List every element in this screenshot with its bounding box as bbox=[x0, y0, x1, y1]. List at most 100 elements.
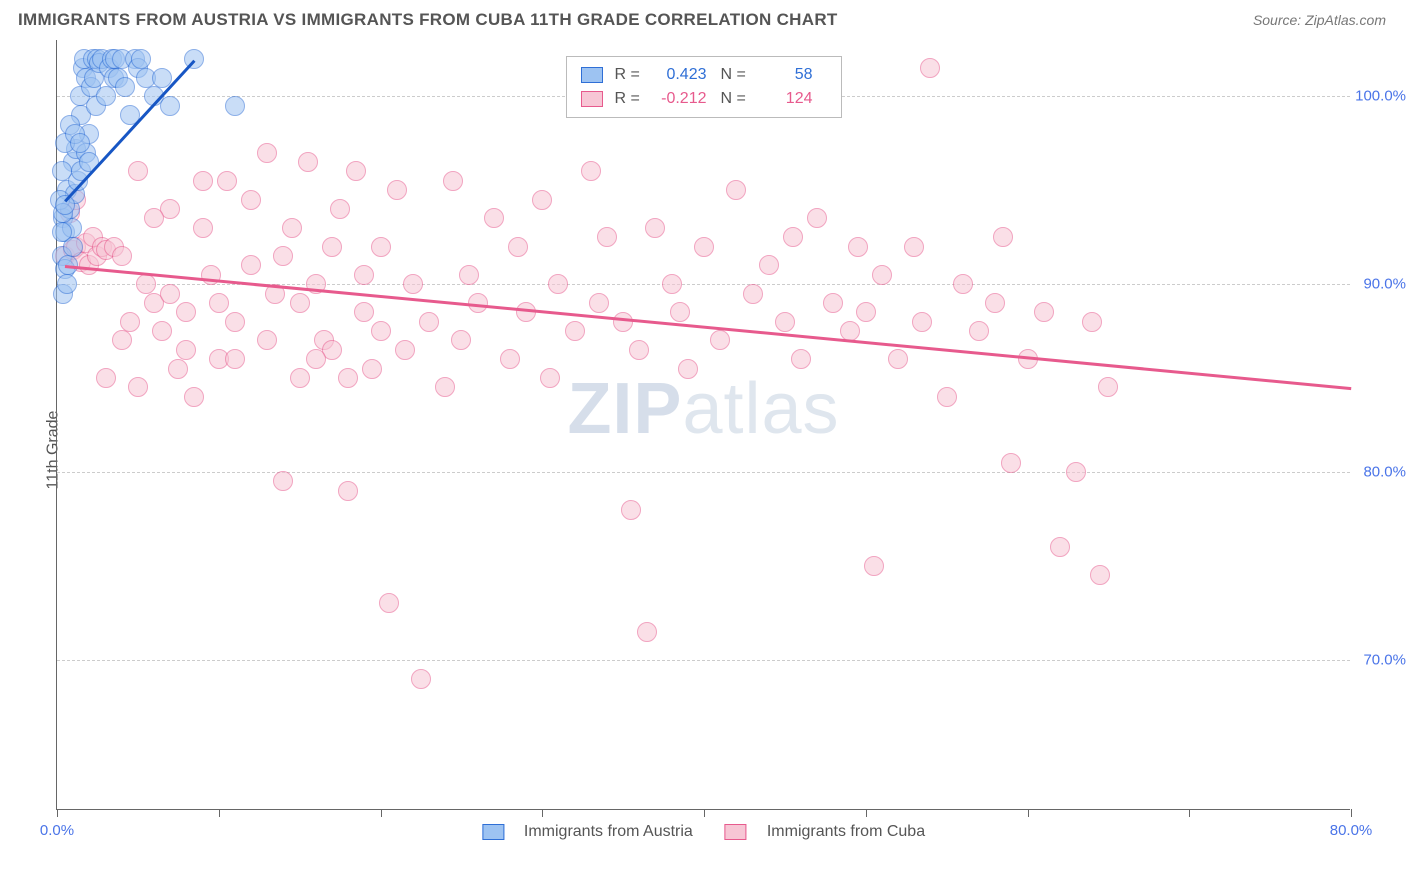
scatter-point bbox=[168, 359, 188, 379]
y-tick-label: 80.0% bbox=[1363, 463, 1406, 480]
scatter-point bbox=[371, 321, 391, 341]
scatter-point bbox=[371, 237, 391, 257]
x-tick bbox=[57, 809, 58, 817]
scatter-point bbox=[184, 387, 204, 407]
legend-swatch bbox=[581, 67, 603, 83]
scatter-point bbox=[459, 265, 479, 285]
scatter-point bbox=[217, 171, 237, 191]
scatter-point bbox=[330, 199, 350, 219]
scatter-point bbox=[209, 293, 229, 313]
grid-line bbox=[57, 660, 1350, 661]
scatter-point bbox=[96, 86, 116, 106]
scatter-point bbox=[419, 312, 439, 332]
series-legend: Immigrants from Austria Immigrants from C… bbox=[482, 823, 925, 841]
scatter-point bbox=[775, 312, 795, 332]
scatter-point bbox=[176, 302, 196, 322]
scatter-point bbox=[953, 274, 973, 294]
scatter-point bbox=[888, 349, 908, 369]
scatter-point bbox=[589, 293, 609, 313]
scatter-point bbox=[516, 302, 536, 322]
scatter-point bbox=[678, 359, 698, 379]
scatter-point bbox=[637, 622, 657, 642]
legend-stats-row: R =0.423N =58 bbox=[581, 63, 827, 87]
scatter-point bbox=[290, 293, 310, 313]
scatter-point bbox=[136, 274, 156, 294]
scatter-point bbox=[282, 218, 302, 238]
legend-label: Immigrants from Cuba bbox=[767, 823, 925, 841]
scatter-point bbox=[920, 58, 940, 78]
scatter-point bbox=[362, 359, 382, 379]
correlation-stats-legend: R =0.423N =58R =-0.212N =124 bbox=[566, 56, 842, 118]
scatter-point bbox=[613, 312, 633, 332]
x-tick bbox=[1189, 809, 1190, 817]
scatter-point bbox=[128, 377, 148, 397]
scatter-point bbox=[354, 302, 374, 322]
stat-value-r: 0.423 bbox=[651, 63, 721, 87]
watermark: ZIPatlas bbox=[567, 368, 839, 450]
scatter-point bbox=[387, 180, 407, 200]
stat-label-r: R = bbox=[615, 87, 651, 111]
scatter-point bbox=[848, 237, 868, 257]
scatter-point bbox=[160, 284, 180, 304]
scatter-point bbox=[783, 227, 803, 247]
scatter-point bbox=[565, 321, 585, 341]
scatter-point bbox=[354, 265, 374, 285]
header: IMMIGRANTS FROM AUSTRIA VS IMMIGRANTS FR… bbox=[0, 0, 1406, 36]
scatter-point bbox=[532, 190, 552, 210]
scatter-point bbox=[306, 349, 326, 369]
scatter-point bbox=[128, 161, 148, 181]
x-tick-label: 0.0% bbox=[40, 822, 74, 839]
scatter-point bbox=[241, 255, 261, 275]
stat-label-n: N = bbox=[721, 63, 757, 87]
scatter-point bbox=[322, 237, 342, 257]
scatter-point bbox=[540, 368, 560, 388]
scatter-point bbox=[645, 218, 665, 238]
scatter-point bbox=[241, 190, 261, 210]
scatter-point bbox=[985, 293, 1005, 313]
scatter-point bbox=[581, 161, 601, 181]
scatter-point bbox=[346, 161, 366, 181]
legend-item: Immigrants from Austria bbox=[482, 823, 693, 841]
scatter-point bbox=[1001, 453, 1021, 473]
scatter-point bbox=[79, 152, 99, 172]
scatter-point bbox=[621, 500, 641, 520]
scatter-point bbox=[115, 77, 135, 97]
y-tick-label: 90.0% bbox=[1363, 276, 1406, 293]
scatter-point bbox=[856, 302, 876, 322]
x-tick bbox=[1028, 809, 1029, 817]
scatter-point bbox=[131, 49, 151, 69]
x-tick bbox=[1351, 809, 1352, 817]
y-tick-label: 70.0% bbox=[1363, 651, 1406, 668]
grid-line bbox=[57, 472, 1350, 473]
scatter-point bbox=[112, 330, 132, 350]
scatter-point bbox=[273, 471, 293, 491]
scatter-point bbox=[548, 274, 568, 294]
stat-label-n: N = bbox=[721, 87, 757, 111]
scatter-point bbox=[273, 246, 293, 266]
scatter-point bbox=[484, 208, 504, 228]
legend-swatch bbox=[581, 91, 603, 107]
scatter-point bbox=[257, 330, 277, 350]
scatter-point bbox=[791, 349, 811, 369]
chart-container: 11th Grade ZIPatlas 70.0%80.0%90.0%100.0… bbox=[18, 40, 1388, 860]
scatter-point bbox=[176, 340, 196, 360]
stat-value-r: -0.212 bbox=[651, 87, 721, 111]
scatter-point bbox=[379, 593, 399, 613]
scatter-point bbox=[1050, 537, 1070, 557]
scatter-point bbox=[1034, 302, 1054, 322]
scatter-point bbox=[57, 274, 77, 294]
scatter-point bbox=[160, 96, 180, 116]
scatter-point bbox=[710, 330, 730, 350]
scatter-point bbox=[52, 161, 72, 181]
x-tick bbox=[219, 809, 220, 817]
legend-swatch bbox=[725, 824, 747, 840]
scatter-point bbox=[112, 246, 132, 266]
scatter-point bbox=[338, 481, 358, 501]
scatter-point bbox=[670, 302, 690, 322]
scatter-point bbox=[807, 208, 827, 228]
scatter-point bbox=[411, 669, 431, 689]
source-attribution: Source: ZipAtlas.com bbox=[1253, 12, 1386, 28]
scatter-point bbox=[298, 152, 318, 172]
scatter-point bbox=[52, 222, 72, 242]
chart-title: IMMIGRANTS FROM AUSTRIA VS IMMIGRANTS FR… bbox=[18, 10, 838, 30]
